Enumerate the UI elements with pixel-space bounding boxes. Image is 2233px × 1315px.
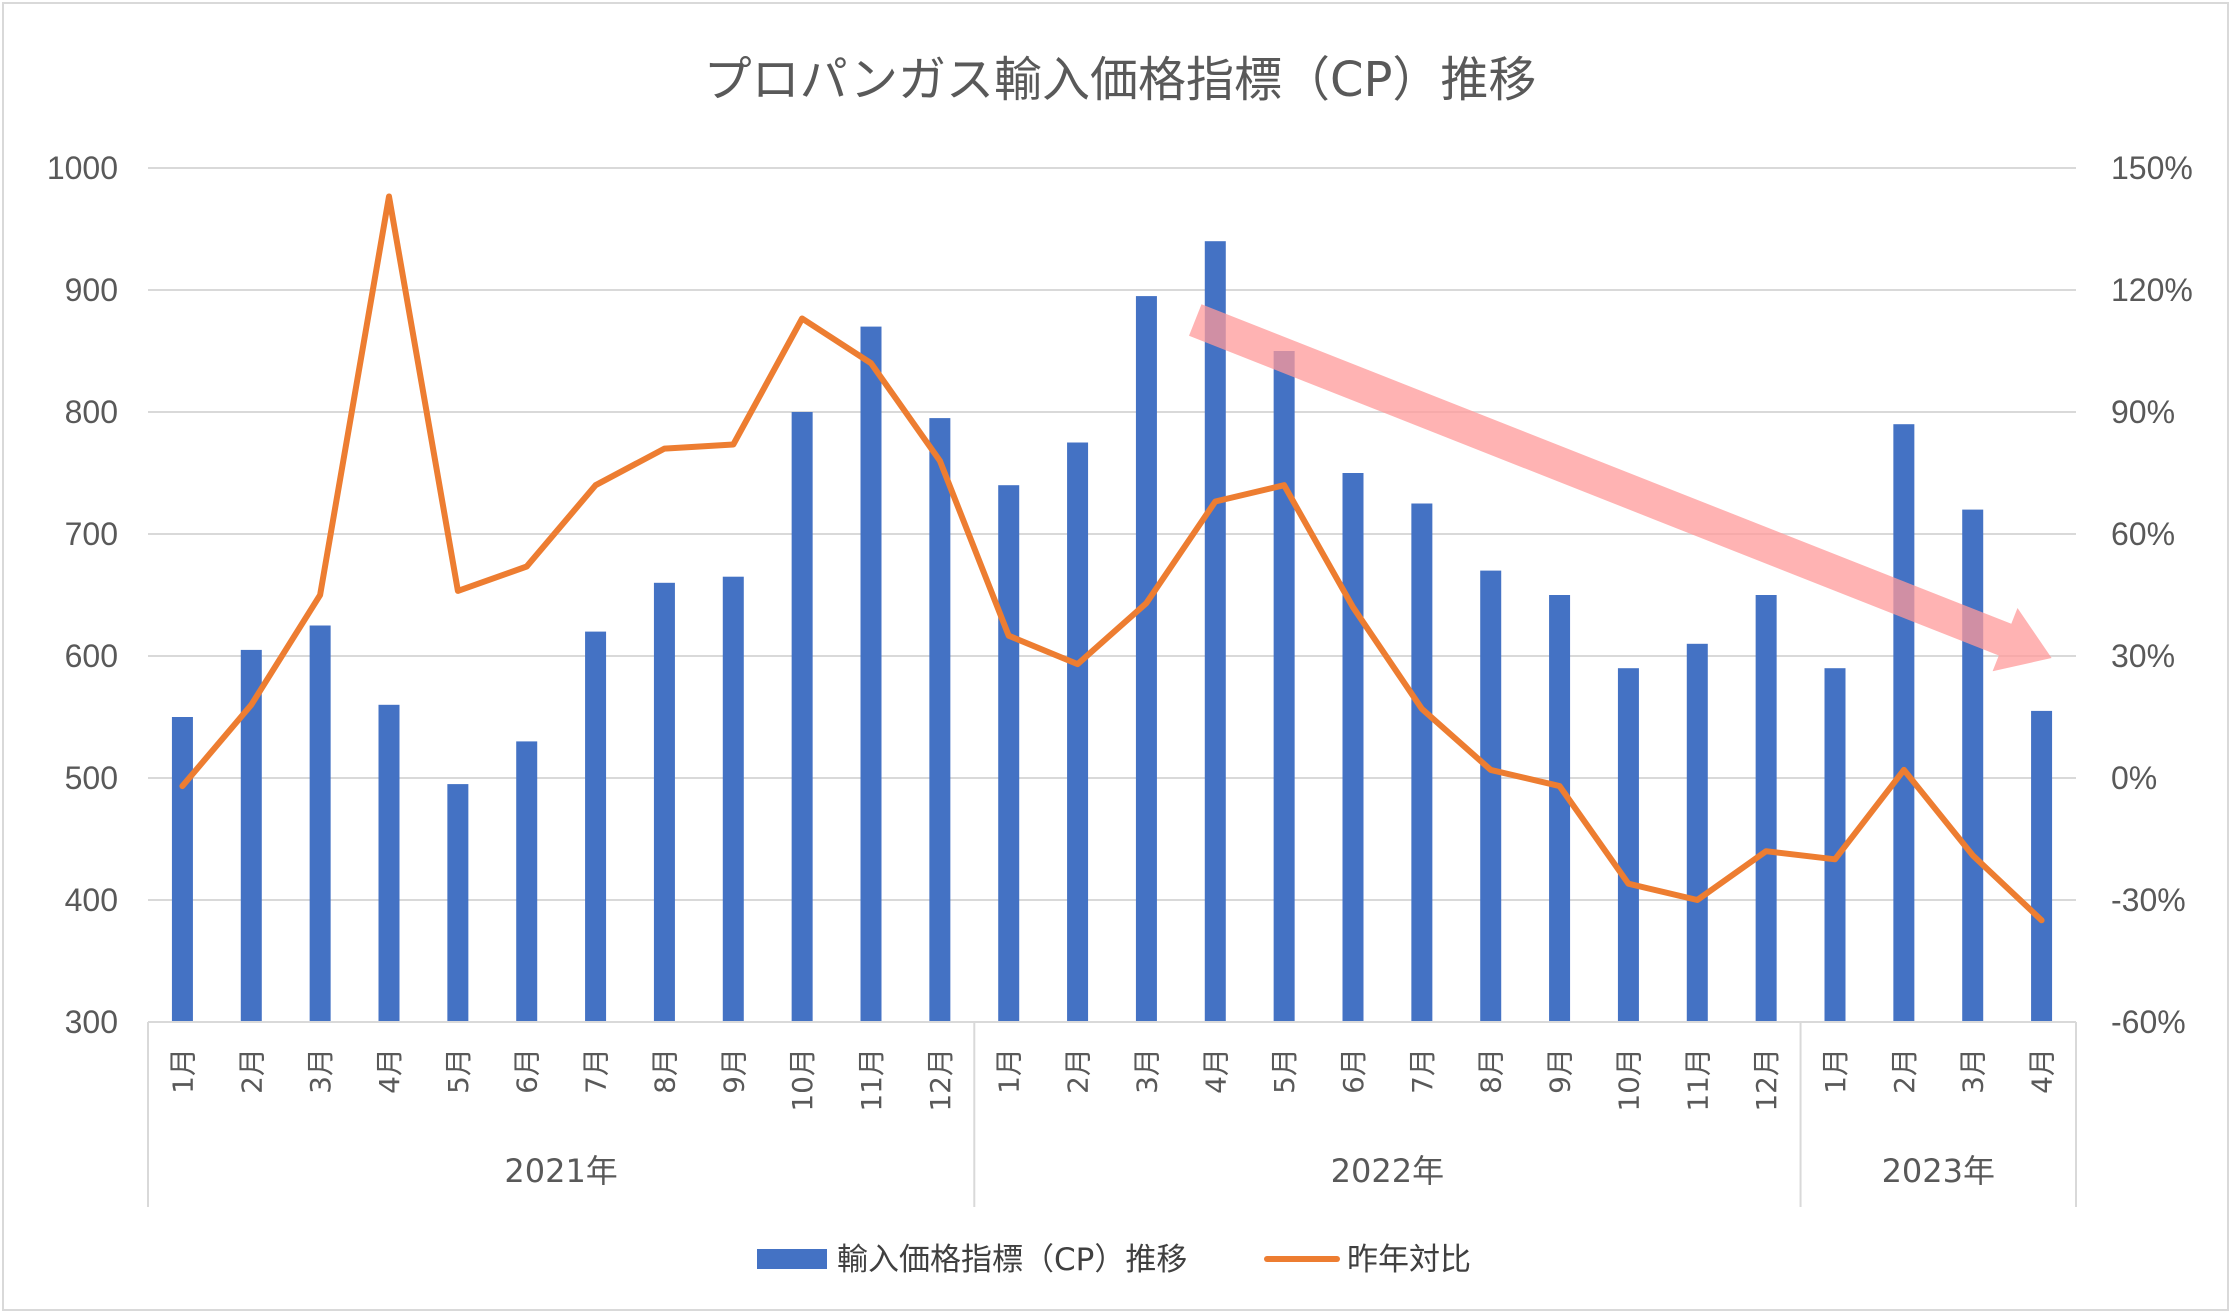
x-category-label: 1月 <box>993 1048 1026 1094</box>
axes: 1000 150% 900 120% 800 90% 700 60% 600 30% 500 0% 40… <box>47 150 2193 1207</box>
bar <box>860 326 882 1023</box>
bar <box>791 412 813 1022</box>
y-left-tick-label: 300 <box>65 1004 118 1040</box>
bar <box>309 625 331 1022</box>
bar <box>1549 595 1571 1022</box>
y-right-tick-label: 0% <box>2111 760 2157 796</box>
trend-arrow <box>1189 304 2052 672</box>
y-right-tick-label: 60% <box>2111 516 2175 552</box>
bar <box>1067 442 1089 1022</box>
x-category-label: 6月 <box>511 1048 544 1094</box>
x-category-label: 4月 <box>2026 1048 2059 1094</box>
bar <box>1273 351 1295 1022</box>
x-category-label: 10月 <box>786 1048 819 1112</box>
y-left-tick-label: 500 <box>65 760 118 796</box>
bar <box>722 576 744 1022</box>
bar <box>1342 473 1364 1022</box>
y-left-tick-label: 900 <box>65 272 118 308</box>
x-category-label: 6月 <box>1337 1048 1370 1094</box>
bar <box>585 631 607 1022</box>
y-right-tick-label: -60% <box>2111 1004 2186 1040</box>
x-group-label: 2022年 <box>1331 1152 1444 1190</box>
x-category-label: 7月 <box>580 1048 613 1094</box>
legend-line-label: 昨年対比 <box>1347 1242 1471 1278</box>
bar <box>653 582 675 1022</box>
bar <box>1755 595 1777 1022</box>
bar <box>1962 509 1984 1023</box>
y-right-tick-label: -30% <box>2111 882 2186 918</box>
x-category-label: 1月 <box>166 1048 199 1094</box>
x-category-label: 11月 <box>855 1048 888 1112</box>
x-category-label: 5月 <box>1268 1048 1301 1094</box>
x-category-label: 4月 <box>373 1048 406 1094</box>
line-series <box>179 193 2045 924</box>
bar <box>998 485 1020 1022</box>
x-category-label: 4月 <box>1199 1048 1232 1094</box>
bar <box>240 649 262 1022</box>
series-line <box>179 193 2045 924</box>
y-left-tick-label: 1000 <box>47 150 118 186</box>
x-category-label: 10月 <box>1612 1048 1645 1112</box>
bar <box>1893 424 1915 1022</box>
y-right-tick-label: 120% <box>2111 272 2193 308</box>
y-left-tick-label: 400 <box>65 882 118 918</box>
x-category-label: 2月 <box>235 1048 268 1094</box>
x-category-label: 3月 <box>1130 1048 1163 1094</box>
x-category-label: 5月 <box>442 1048 475 1094</box>
x-category-label: 9月 <box>1544 1048 1577 1094</box>
bar <box>1135 296 1157 1023</box>
bar <box>1411 503 1433 1022</box>
bar <box>1617 668 1639 1022</box>
legend: 輸入価格指標（CP）推移 昨年対比 <box>757 1242 1471 1278</box>
gridlines <box>148 167 2076 901</box>
trend-arrow-shape <box>1189 304 2052 672</box>
y-left-tick-label: 600 <box>65 638 118 674</box>
bar <box>929 418 951 1023</box>
y-right-tick-label: 150% <box>2111 150 2193 186</box>
y-left-tick-label: 800 <box>65 394 118 430</box>
x-category-label: 3月 <box>304 1048 337 1094</box>
chart-title: プロパンガス輸入価格指標（CP）推移 <box>704 52 1537 108</box>
bar <box>516 741 538 1022</box>
x-category-label: 8月 <box>1475 1048 1508 1094</box>
x-category-label: 12月 <box>1750 1048 1783 1112</box>
x-category-label: 7月 <box>1406 1048 1439 1094</box>
legend-bar-swatch <box>757 1249 827 1269</box>
bar <box>1824 668 1846 1022</box>
bar <box>378 704 400 1022</box>
x-category-label: 2月 <box>1062 1048 1095 1094</box>
x-category-label: 1月 <box>1819 1048 1852 1094</box>
y-right-tick-label: 90% <box>2111 394 2175 430</box>
x-category-label: 12月 <box>924 1048 957 1112</box>
x-category-label: 8月 <box>648 1048 681 1094</box>
x-category-label: 9月 <box>717 1048 750 1094</box>
x-group-label: 2023年 <box>1882 1152 1995 1190</box>
y-right-tick-label: 30% <box>2111 638 2175 674</box>
bar <box>171 717 193 1022</box>
x-category-label: 3月 <box>1957 1048 1990 1094</box>
x-category-label: 2月 <box>1888 1048 1921 1094</box>
x-group-label: 2021年 <box>504 1152 617 1190</box>
x-category-label: 11月 <box>1681 1048 1714 1112</box>
bar <box>1686 643 1708 1022</box>
bar <box>1204 241 1226 1022</box>
bar-series <box>171 241 2053 1023</box>
bar <box>1480 570 1502 1022</box>
bar <box>447 784 469 1022</box>
y-left-tick-label: 700 <box>65 516 118 552</box>
bar <box>2031 710 2053 1022</box>
chart: プロパンガス輸入価格指標（CP）推移 1000 150% 900 120% 800 90%… <box>47 52 2193 1278</box>
legend-bar-label: 輸入価格指標（CP）推移 <box>837 1242 1187 1278</box>
